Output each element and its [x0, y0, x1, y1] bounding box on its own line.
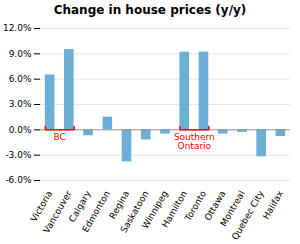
svg-text:Regina: Regina — [107, 188, 132, 221]
svg-text:Winnipeg: Winnipeg — [140, 188, 170, 231]
svg-text:Toronto: Toronto — [182, 188, 209, 223]
svg-text:SouthernOntario: SouthernOntario — [174, 132, 215, 151]
svg-text:BC: BC — [54, 132, 66, 142]
svg-text:Ottawa: Ottawa — [202, 188, 228, 223]
svg-text:Saskatoon: Saskatoon — [118, 188, 151, 235]
html-text:Change in house prices (y/y): Change in house prices (y/y) — [53, 3, 247, 17]
svg-text:Calgary: Calgary — [66, 188, 93, 224]
svg-text:9.0%: 9.0% — [9, 49, 32, 59]
svg-text:Vancouver: Vancouver — [41, 189, 74, 235]
svg-text:Edmonton: Edmonton — [80, 189, 112, 234]
svg-text:Hamilton: Hamilton — [160, 189, 189, 229]
svg-text:-3.0%: -3.0% — [5, 150, 32, 160]
svg-text:Quebec City: Quebec City — [229, 188, 266, 242]
svg-text:Montreal: Montreal — [218, 188, 247, 229]
svg-text:0.0%: 0.0% — [9, 125, 32, 135]
svg-text:Victoria: Victoria — [28, 188, 55, 224]
svg-text:3.0%: 3.0% — [9, 99, 32, 109]
svg-text:-6.0%: -6.0% — [5, 175, 32, 185]
svg-text:6.0%: 6.0% — [9, 74, 32, 84]
svg-text:Halifax: Halifax — [261, 188, 286, 221]
svg-text:12.0%: 12.0% — [3, 23, 32, 33]
